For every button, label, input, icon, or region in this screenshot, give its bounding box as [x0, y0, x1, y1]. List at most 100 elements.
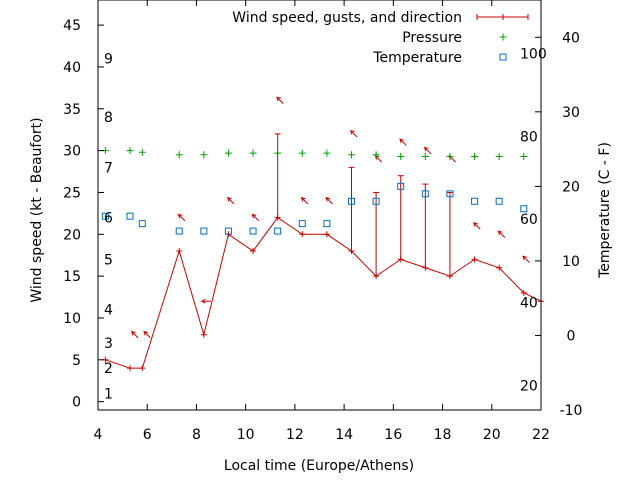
wind-direction-head — [473, 221, 478, 227]
y-axis-label-right: Temperature (C - F) — [597, 142, 613, 279]
pressure-point — [224, 149, 232, 157]
plot-frame — [97, 0, 542, 411]
wind-speed-point — [348, 248, 355, 255]
x-tick-label: 6 — [143, 427, 152, 443]
temperature-point — [249, 227, 257, 235]
y-right-tick-label: 10 — [562, 254, 580, 270]
wind-direction-shaft — [473, 222, 481, 230]
axis-labels: Local time (Europe/Athens) Wind speed (k… — [29, 117, 613, 474]
wind-speed-point — [446, 273, 453, 280]
wind-speed-point — [471, 256, 478, 263]
temperature-point — [224, 227, 232, 235]
wind-direction-head — [300, 196, 306, 202]
legend-temperature-label: Temperature — [372, 50, 462, 66]
beaufort-label: 5 — [104, 252, 113, 268]
y-left-tick-label: 40 — [63, 60, 81, 76]
pressure-point — [446, 152, 454, 160]
wind-speed-point — [274, 214, 281, 221]
beaufort-label: 3 — [104, 336, 113, 352]
legend-pressure-marker — [499, 33, 507, 41]
fahrenheit-label: 100 — [520, 47, 547, 63]
wind-direction-arrow — [497, 230, 506, 238]
x-axis-label: Local time (Europe/Athens) — [224, 458, 414, 474]
temperature-point — [298, 220, 306, 228]
pressure-point — [471, 152, 479, 160]
pressure-point — [200, 151, 208, 159]
y-right-tick-label: -10 — [560, 403, 583, 419]
wind-direction-head — [130, 330, 136, 336]
wind-direction-head — [522, 255, 528, 261]
x-tick-label: 10 — [237, 427, 255, 443]
wind-direction-shaft — [178, 214, 186, 222]
wind-direction-shaft — [251, 214, 260, 222]
wind-direction-arrow — [522, 255, 530, 263]
temperature-point — [138, 220, 146, 228]
wind-direction-shaft — [498, 230, 506, 238]
wind-direction-shaft — [276, 96, 284, 104]
pressure-point — [274, 149, 282, 157]
pressure-point — [126, 147, 134, 155]
wind-direction-head — [350, 129, 355, 135]
wind-direction-arrow — [325, 196, 333, 205]
y-right-tick-label: 20 — [562, 179, 580, 195]
pressure-point — [138, 148, 146, 156]
wind-direction-arrow — [200, 298, 211, 304]
y-left-tick-label: 0 — [72, 395, 81, 411]
wind-direction-arrow — [300, 196, 309, 205]
temperature-point — [126, 212, 134, 220]
y-right-tick-label: 0 — [567, 328, 576, 344]
wind-direction-shaft — [522, 255, 530, 263]
beaufort-label: 4 — [104, 303, 113, 319]
wind-speed-point — [323, 231, 330, 238]
wind-direction-head — [497, 230, 503, 236]
temperature-point — [495, 197, 503, 205]
wind-speed-point — [422, 264, 429, 271]
temperature-point — [446, 190, 454, 198]
y-left-tick-label: 25 — [63, 185, 81, 201]
wind-direction-shaft — [143, 331, 151, 339]
y-right-tick-label: 30 — [562, 105, 580, 121]
beaufort-label: 2 — [104, 361, 113, 377]
y-right-tick-label: 40 — [562, 30, 580, 46]
pressure-point — [298, 149, 306, 157]
fahrenheit-label: 20 — [520, 378, 538, 394]
wind-speed-point — [176, 248, 183, 255]
wind-direction-head — [276, 96, 281, 102]
legend-temperature-marker — [499, 53, 507, 61]
wind-direction-shaft — [325, 197, 333, 205]
y-axis-label-left: Wind speed (kt - Beaufort) — [29, 117, 45, 302]
beaufort-label: 6 — [104, 211, 113, 227]
legend-wind-marker — [500, 14, 506, 20]
pressure-point — [372, 151, 380, 159]
wind-direction-arrow — [423, 146, 432, 155]
wind-speed-point — [200, 331, 207, 338]
wind-direction-head — [325, 196, 331, 202]
x-tick-label: 4 — [94, 427, 103, 443]
wind-speed-point — [496, 264, 503, 271]
x-tick-label: 8 — [192, 427, 201, 443]
wind-direction-head — [177, 213, 183, 219]
wind-direction-shaft — [227, 197, 235, 205]
fahrenheit-label: 60 — [520, 212, 538, 228]
temperature-point — [372, 197, 380, 205]
wind-direction-shaft — [301, 197, 309, 205]
beaufort-label: 8 — [104, 110, 113, 126]
wind-speed-point — [373, 273, 380, 280]
x-tick-label: 14 — [335, 427, 353, 443]
wind-direction-head — [200, 298, 206, 304]
pressure-point — [323, 149, 331, 157]
y-left-tick-label: 15 — [63, 269, 81, 285]
wind-speed-point — [299, 231, 306, 238]
wind-direction-head — [374, 155, 380, 160]
temperature-point — [520, 205, 528, 213]
y-left-tick-label: 35 — [63, 102, 81, 118]
temperature-point — [274, 227, 282, 235]
wind-direction-arrow — [276, 96, 284, 104]
wind-speed-point — [520, 289, 527, 296]
temperature-point — [471, 197, 479, 205]
wind-direction-shaft — [350, 130, 358, 138]
x-tick-label: 22 — [532, 427, 550, 443]
plot-area — [101, 96, 544, 372]
temperature-point — [323, 220, 331, 228]
x-tick-label: 12 — [286, 427, 304, 443]
